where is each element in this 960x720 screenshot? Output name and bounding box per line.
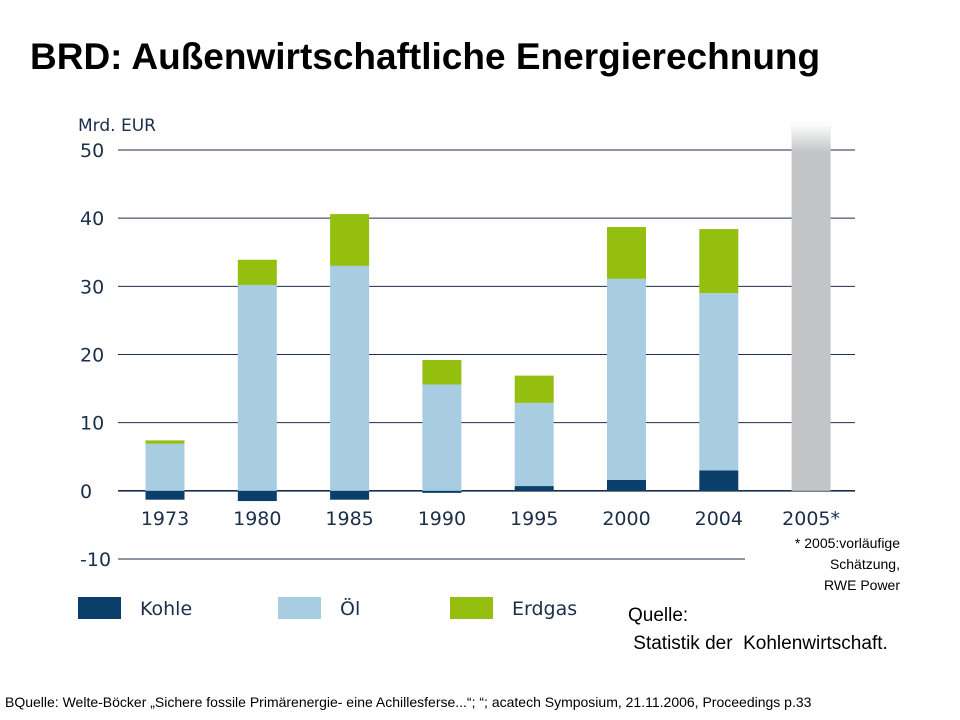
y-tick-label: 20 [80,345,104,367]
bar-erdgas [699,229,739,294]
bar-erdgas [422,359,462,385]
legend-label: Erdgas [512,598,577,620]
x-tick-label: 2005* [782,508,840,530]
estimate-note-line: RWE Power [824,577,900,593]
bar--l [330,265,370,491]
x-tick-label: 1995 [510,508,558,530]
bar-kohle [237,490,277,502]
bar-estimate [791,122,831,491]
x-tick-label: 1980 [233,508,281,530]
legend-label: Kohle [140,598,192,620]
y-tick-label: 30 [80,276,104,298]
bar--l [145,443,185,491]
x-tick-label: 1985 [325,508,373,530]
x-tick-label: 1973 [141,508,189,530]
bar--l [237,284,277,491]
y-tick-label: 40 [80,208,104,230]
gridlines [118,149,855,560]
y-tick-label: -10 [80,549,111,571]
bar-kohle [330,490,370,500]
estimate-note-line: Schätzung, [829,556,900,572]
y-tick-label: 0 [80,481,92,503]
x-tick-label: 2000 [602,508,650,530]
legend-swatch [278,597,321,619]
source-label: Quelle: [628,605,689,626]
bar--l [514,402,554,487]
bar-erdgas [514,375,554,403]
bar-erdgas [237,259,277,285]
x-tick-label: 2004 [695,508,743,530]
chart-area: 50 40 30 20 10 0 -10 1973 1980 1985 1990 1995 2000 20… [78,116,855,620]
legend-swatch [450,597,493,619]
y-axis-label: Mrd. EUR [78,116,156,136]
legend-label: Öl [340,597,360,620]
source-note: Quelle: Statistik der Kohlenwirtschaft. [628,602,888,658]
chart-title: BRD: Außenwirtschaftliche Energierechnun… [30,36,821,77]
source-text: Statistik der Kohlenwirtschaft. [628,633,888,654]
bar--l [607,278,646,480]
legend-swatch [78,597,121,619]
bar--l [422,384,462,491]
bar-erdgas [145,440,185,444]
estimate-note-line: * 2005:vorläufige [794,535,900,551]
tick-labels: 50 40 30 20 10 0 -10 1973 1980 1985 1990 1995 2000 20… [80,140,840,571]
footer-citation: BQuelle: Welte-Böcker „Sichere fossile P… [5,694,812,710]
bar-kohle [422,490,462,493]
bar-kohle [514,486,554,491]
legend: Kohle Öl Erdgas [78,597,577,620]
y-tick-label: 10 [80,413,104,435]
bars [145,122,831,502]
bar-erdgas [607,227,646,279]
bar-kohle [699,470,739,491]
bar-estimate-fade [791,122,831,153]
bar-erdgas [330,214,370,266]
y-tick-label: 50 [80,140,104,162]
estimate-note: * 2005:vorläufige Schätzung, RWE Power [795,533,900,596]
bar--l [699,293,739,471]
bar-kohle [145,490,185,500]
bar-kohle [607,479,646,491]
x-tick-label: 1990 [418,508,466,530]
